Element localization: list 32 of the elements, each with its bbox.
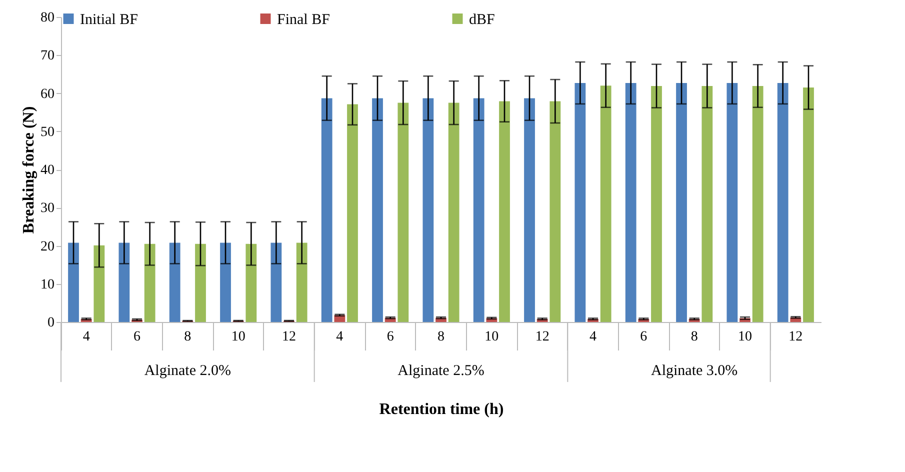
text: Alginate 3.0%	[651, 363, 738, 379]
x-tick-label: 8	[690, 330, 698, 344]
legend-label: Initial BF	[80, 12, 138, 28]
y-tick-label: 50	[40, 124, 54, 140]
x-tick-label: 10	[738, 330, 752, 344]
y-tick-label: 40	[40, 163, 54, 178]
text: Alginate 2.0%	[144, 363, 231, 379]
x-tick-label: 4	[590, 330, 596, 344]
y-axis-title: Breaking force (N)	[20, 106, 38, 234]
y-tick-label: 20	[40, 239, 54, 254]
x-axis-title: Retention time (h)	[379, 401, 504, 418]
legend-label: Final BF	[277, 12, 330, 28]
legend-label: dBF	[469, 12, 495, 28]
x-tick-label: 6	[386, 330, 394, 344]
y-tick-label: 0	[48, 316, 54, 330]
y-tick-label: 30	[40, 201, 54, 216]
x-tick-label: 4	[336, 330, 344, 344]
y-tick-label: 10	[40, 277, 54, 292]
x-tick-label: 8	[438, 330, 444, 344]
y-tick-label: 60	[40, 86, 54, 102]
x-tick-label: 6	[640, 330, 648, 344]
x-tick-label: 6	[134, 330, 140, 344]
x-tick-label: 4	[82, 330, 90, 344]
x-tick-label: 12	[282, 330, 296, 344]
text: Alginate 2.5%	[398, 363, 484, 379]
y-tick-label: 70	[40, 48, 54, 64]
x-tick-label: 8	[184, 330, 192, 344]
x-tick-label: 12	[535, 330, 550, 344]
x-tick-label: 10	[231, 330, 246, 344]
x-tick-label: 12	[788, 330, 803, 344]
y-tick-label: 80	[40, 10, 54, 26]
x-tick-label: 10	[484, 330, 499, 344]
